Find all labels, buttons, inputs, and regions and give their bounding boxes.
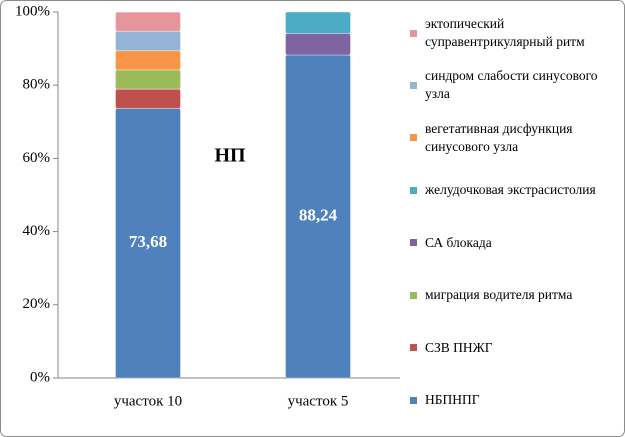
y-tick-label: 80% — [23, 77, 51, 93]
legend-label: НБПНПГ — [425, 392, 480, 407]
legend-swatch — [410, 29, 417, 37]
data-label: 73,68 — [129, 232, 167, 251]
legend-label: синдром слабости синусового узла — [425, 68, 598, 102]
annotation: НП — [214, 145, 246, 167]
legend-item: синдром слабости синусового узла — [410, 67, 615, 103]
legend-label: СЗВ ПНЖГ — [425, 339, 493, 355]
legend-swatch — [410, 186, 417, 194]
bar-segment — [285, 11, 351, 35]
legend-swatch — [410, 396, 417, 404]
legend-label: вегетативная дисфункция синусового узла — [425, 120, 573, 154]
legend-item: вегетативная дисфункция синусового узла — [410, 120, 615, 156]
y-tick-label: 40% — [23, 223, 51, 239]
bar-segment — [115, 11, 181, 32]
legend-label: желудочковая экстрасистолия — [425, 182, 596, 198]
y-tick-label: 20% — [23, 296, 51, 312]
legend-label: эктопический суправентрикулярный ритм — [425, 16, 585, 49]
y-tick-label: 60% — [23, 150, 51, 166]
legend-item: СЗВ ПНЖГ — [410, 339, 615, 357]
x-tick-label: участок 10 — [114, 393, 182, 409]
legend-item: НБПНПГ — [410, 391, 615, 409]
bar-segment — [115, 88, 181, 109]
y-tick-label: 0% — [30, 369, 50, 385]
legend-label: миграция водителя ритма — [425, 287, 573, 303]
legend-label: СА блокада — [425, 234, 492, 250]
data-label: 88,24 — [299, 205, 338, 224]
bar-segment — [115, 50, 181, 71]
legend-item: СА блокада — [410, 234, 615, 252]
legend-swatch — [410, 344, 417, 352]
legend-swatch — [410, 134, 417, 142]
bar-segment — [285, 33, 351, 56]
x-tick-label: участок 5 — [288, 393, 349, 409]
legend-swatch — [410, 239, 417, 247]
y-tick-label: 100% — [15, 3, 50, 19]
bar-segment — [115, 69, 181, 90]
bar-segment — [115, 30, 181, 52]
legend-swatch — [410, 81, 417, 89]
legend-swatch — [410, 291, 417, 299]
legend-item: миграция водителя ритма — [410, 286, 615, 304]
legend-item: эктопический суправентрикулярный ритм — [410, 15, 615, 51]
legend-item: желудочковая экстрасистолия — [410, 181, 615, 199]
